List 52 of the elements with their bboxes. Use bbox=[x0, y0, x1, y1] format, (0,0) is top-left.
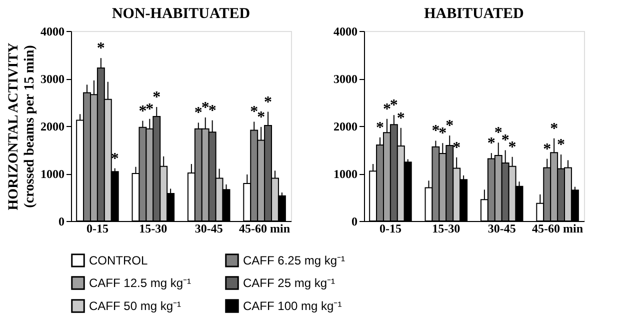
y-tick-label: 4000 bbox=[40, 24, 64, 38]
data-label: * bbox=[543, 140, 552, 158]
data-label: * bbox=[264, 94, 272, 111]
data-label: * bbox=[138, 102, 147, 120]
y-axis-title: HORIZONTAL ACTIVITY (crossed beams per 15 min) bbox=[6, 42, 38, 210]
x-tick-label: 45-60 min bbox=[532, 222, 584, 236]
data-label: * bbox=[250, 104, 258, 121]
legend-label: CAFF 25 mg kg⁻¹ bbox=[243, 276, 336, 290]
data-label: * bbox=[501, 132, 510, 150]
y-tick-label: 2000 bbox=[334, 120, 358, 134]
data-label: * bbox=[550, 120, 558, 138]
data-label: * bbox=[446, 118, 454, 134]
data-label: * bbox=[557, 136, 566, 154]
legend-label: CONTROL bbox=[89, 253, 148, 268]
legend-label: CAFF 50 mg kg⁻¹ bbox=[89, 299, 182, 313]
y-tick-label: 3000 bbox=[334, 72, 358, 86]
data-label: * bbox=[146, 100, 154, 118]
data-label: * bbox=[390, 97, 398, 114]
x-tick-label: 15-30 bbox=[139, 222, 168, 236]
data-label: * bbox=[376, 119, 384, 136]
data-label: * bbox=[508, 138, 516, 156]
data-label: * bbox=[208, 102, 216, 120]
legend-label: CAFF 6.25 mg kg⁻¹ bbox=[243, 253, 346, 268]
x-tick-label: 0-15 bbox=[86, 222, 108, 236]
chart-title: NON-HABITUATED bbox=[112, 6, 250, 22]
data-label: * bbox=[396, 110, 405, 127]
data-label: * bbox=[494, 124, 502, 142]
x-tick-label: 45-60 min bbox=[239, 222, 290, 236]
legend-label: CAFF 100 mg kg⁻¹ bbox=[243, 299, 342, 313]
x-tick-label: 30-45 bbox=[488, 222, 516, 236]
y-tick-label: 0 bbox=[352, 214, 358, 228]
data-label: * bbox=[487, 135, 496, 152]
data-label: * bbox=[152, 89, 161, 106]
data-label: * bbox=[382, 100, 391, 118]
x-tick-label: 0-15 bbox=[379, 222, 402, 236]
y-tick-label: 3000 bbox=[40, 72, 64, 86]
data-label: * bbox=[452, 139, 461, 156]
data-label: * bbox=[194, 104, 202, 122]
data-label: * bbox=[257, 108, 266, 126]
y-tick-label: 0 bbox=[58, 214, 64, 228]
data-label: * bbox=[432, 122, 440, 140]
legend-label: CAFF 12.5 mg kg⁻¹ bbox=[89, 276, 192, 290]
x-tick-label: 15-30 bbox=[432, 222, 460, 236]
data-label: * bbox=[438, 125, 447, 142]
data-label: * bbox=[96, 40, 105, 58]
chart-title: HABITUATED bbox=[424, 6, 524, 22]
y-tick-label: 1000 bbox=[40, 167, 64, 181]
y-tick-label: 2000 bbox=[40, 120, 64, 134]
x-tick-label: 30-45 bbox=[194, 222, 223, 236]
data-label: * bbox=[201, 99, 210, 116]
y-tick-label: 4000 bbox=[334, 24, 358, 38]
y-tick-label: 1000 bbox=[334, 167, 358, 181]
